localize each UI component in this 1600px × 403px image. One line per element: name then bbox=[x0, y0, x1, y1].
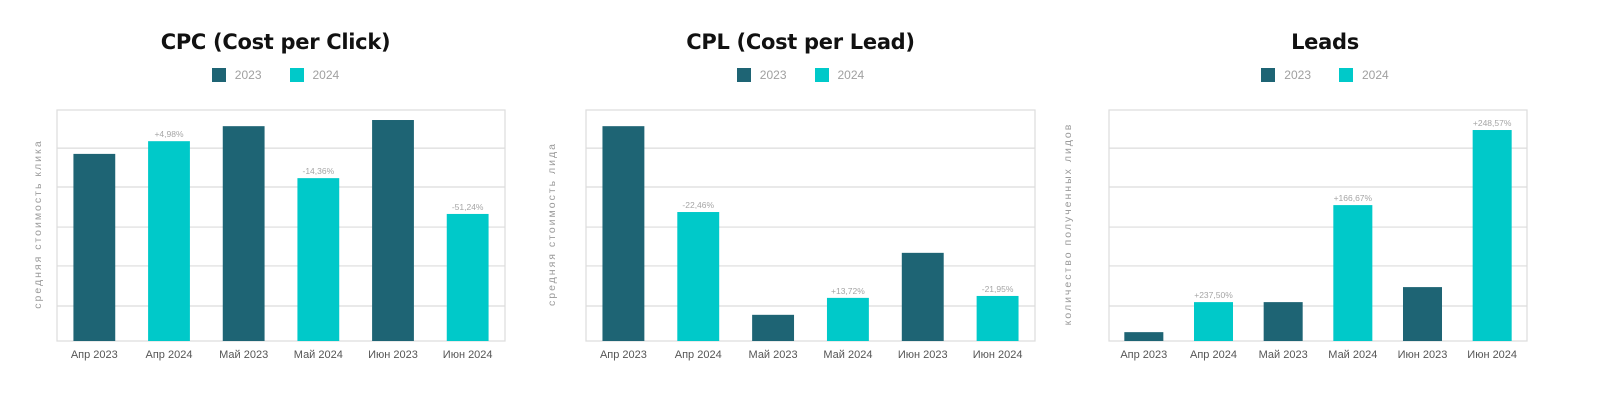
legend-swatch-2023 bbox=[1261, 68, 1276, 82]
data-label: -14,36% bbox=[302, 166, 334, 176]
legend-swatch-2024 bbox=[814, 68, 829, 82]
bar-2024[interactable] bbox=[826, 297, 869, 341]
legend-item-2023[interactable]: 2023 bbox=[211, 68, 262, 82]
data-label: +248,57% bbox=[1473, 118, 1512, 128]
legend-item-2023[interactable]: 2023 bbox=[1261, 68, 1311, 82]
leads-chart-plot: Апр 2023 +237,50% Апр 2024 Май 2023 +166,67%… bbox=[1108, 109, 1528, 361]
data-label: -51,24% bbox=[452, 202, 484, 212]
legend-swatch-2023 bbox=[736, 68, 751, 82]
legend-swatch-2024 bbox=[1339, 68, 1353, 82]
legend-item-2023[interactable]: 2023 bbox=[736, 68, 787, 82]
bar-2023[interactable] bbox=[901, 252, 944, 341]
cpl-chart-panel: CPL (Cost per Lead) 2023 2024 средняя ст… bbox=[530, 0, 1071, 403]
x-tick-label: Май 2024 bbox=[823, 349, 872, 361]
legend-swatch-2023 bbox=[211, 68, 226, 82]
cpc-chart-plot: Апр 2023 +4,98% Апр 2024 Май 2023 -14,36% Май… bbox=[56, 109, 506, 361]
bar-2024[interactable] bbox=[976, 295, 1019, 341]
data-label: +166,67% bbox=[1334, 193, 1373, 203]
x-tick-label: Апр 2023 bbox=[1120, 349, 1167, 361]
legend-item-2024[interactable]: 2024 bbox=[289, 68, 340, 82]
x-tick-label: Июн 2023 bbox=[1398, 349, 1448, 361]
plot-frame bbox=[585, 109, 1036, 342]
x-tick-label: Май 2023 bbox=[1259, 349, 1308, 361]
bar-2023[interactable] bbox=[1402, 287, 1443, 341]
legend-item-2024[interactable]: 2024 bbox=[1339, 68, 1389, 82]
x-tick-label: Июн 2024 bbox=[973, 349, 1023, 361]
data-label: +13,72% bbox=[831, 286, 865, 296]
bar-2023[interactable] bbox=[222, 126, 265, 341]
bar-2023[interactable] bbox=[73, 153, 116, 341]
bar-2023[interactable] bbox=[372, 120, 414, 341]
chart-title: CPL (Cost per Lead) bbox=[686, 30, 915, 54]
leads-chart-panel: Leads 2023 2024 количество полученных ли… bbox=[1050, 0, 1600, 403]
chart-legend: 2023 2024 bbox=[530, 68, 1071, 82]
x-tick-label: Апр 2024 bbox=[146, 349, 193, 361]
x-tick-label: Июн 2023 bbox=[898, 349, 948, 361]
legend-item-2024[interactable]: 2024 bbox=[814, 68, 865, 82]
data-label: -22,46% bbox=[682, 200, 714, 210]
x-tick-label: Июн 2024 bbox=[443, 349, 493, 361]
bar-2024[interactable] bbox=[677, 212, 720, 341]
cpc-chart-panel: CPC (Cost per Click) 2023 2024 средняя с… bbox=[0, 0, 541, 403]
bar-2024[interactable] bbox=[446, 213, 489, 341]
data-label: -21,95% bbox=[982, 284, 1014, 294]
bar-2023[interactable] bbox=[1124, 332, 1164, 341]
legend-label: 2024 bbox=[1362, 68, 1389, 82]
legend-label: 2024 bbox=[312, 68, 340, 82]
x-tick-label: Апр 2023 bbox=[71, 349, 118, 361]
chart-legend: 2023 2024 bbox=[1060, 68, 1590, 82]
cpl-chart-plot: Апр 2023 -22,46% Апр 2024 Май 2023 +13,72% Ма… bbox=[585, 109, 1036, 361]
legend-label: 2023 bbox=[234, 68, 262, 82]
bar-2024[interactable] bbox=[1333, 205, 1373, 341]
plot-frame bbox=[1108, 109, 1528, 342]
bar-2024[interactable] bbox=[1193, 302, 1234, 341]
chart-legend: 2023 2024 bbox=[10, 68, 541, 82]
x-tick-label: Май 2023 bbox=[219, 349, 268, 361]
x-tick-label: Май 2023 bbox=[749, 349, 798, 361]
plot-frame bbox=[56, 109, 506, 342]
x-tick-label: Июн 2023 bbox=[368, 349, 418, 361]
x-tick-label: Апр 2024 bbox=[1190, 349, 1237, 361]
x-tick-label: Апр 2024 bbox=[675, 349, 722, 361]
bar-2023[interactable] bbox=[752, 314, 795, 341]
legend-swatch-2024 bbox=[289, 68, 304, 82]
x-tick-label: Июн 2024 bbox=[1467, 349, 1517, 361]
data-label: +4,98% bbox=[154, 129, 184, 139]
bar-2024[interactable] bbox=[148, 141, 190, 341]
bar-2024[interactable] bbox=[297, 178, 340, 341]
chart-title: CPC (Cost per Click) bbox=[160, 30, 391, 54]
data-label: +237,50% bbox=[1194, 290, 1233, 300]
bar-2024[interactable] bbox=[1472, 130, 1512, 341]
bar-2023[interactable] bbox=[1263, 302, 1303, 341]
x-tick-label: Май 2024 bbox=[294, 349, 343, 361]
bar-2023[interactable] bbox=[602, 126, 645, 341]
chart-title: Leads bbox=[1291, 30, 1359, 54]
x-tick-label: Апр 2023 bbox=[600, 349, 647, 361]
legend-label: 2023 bbox=[1284, 68, 1311, 82]
x-tick-label: Май 2024 bbox=[1328, 349, 1377, 361]
legend-label: 2023 bbox=[759, 68, 787, 82]
legend-label: 2024 bbox=[837, 68, 865, 82]
